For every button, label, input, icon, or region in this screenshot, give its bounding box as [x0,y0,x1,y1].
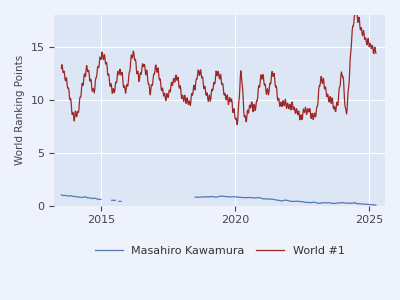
Y-axis label: World Ranking Points: World Ranking Points [15,55,25,165]
Line: World #1: World #1 [61,12,376,124]
Legend: Masahiro Kawamura, World #1: Masahiro Kawamura, World #1 [90,242,349,260]
Line: Masahiro Kawamura: Masahiro Kawamura [61,195,376,205]
